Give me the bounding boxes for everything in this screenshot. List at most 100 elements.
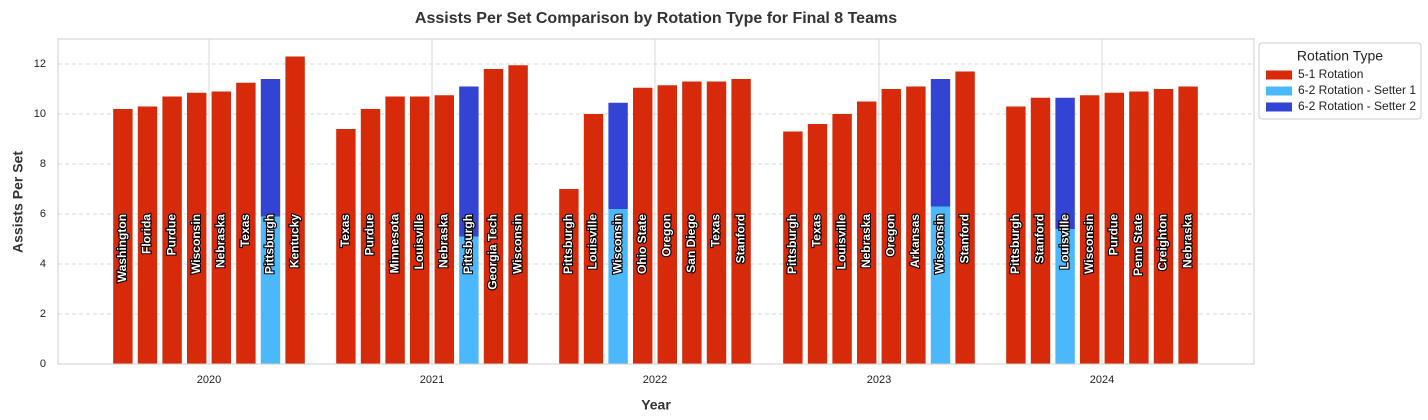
y-tick-label: 12 (34, 58, 46, 70)
bar-5-1 (906, 86, 926, 364)
bar-team-label: Wisconsin (189, 214, 203, 274)
x-tick-label: 2023 (867, 374, 891, 386)
bar-5-1 (807, 124, 828, 364)
bar-team-label: Pittsburgh (1008, 214, 1022, 274)
bar-team-label: Creighton (1156, 214, 1170, 271)
bar-setter-2 (930, 79, 951, 207)
bar-team-label: Nebraska (1180, 214, 1194, 268)
bar-setter-2 (1055, 97, 1075, 229)
y-tick-label: 8 (40, 158, 46, 170)
legend-swatch (1266, 70, 1292, 80)
bar-team-label: Texas (810, 214, 824, 247)
bar-team-label: Stanford (733, 214, 747, 263)
bar-5-1 (706, 81, 727, 364)
bar-team-label: Stanford (957, 214, 971, 263)
bar-5-1 (633, 87, 653, 364)
bar-team-label: Purdue (363, 214, 377, 256)
bar-5-1 (1006, 106, 1026, 364)
y-tick-label: 0 (40, 358, 46, 370)
bar-team-label: Wisconsin (1082, 214, 1096, 274)
bar-setter-2 (608, 102, 628, 209)
bar-5-1 (1080, 95, 1100, 364)
bar-setter-2 (260, 79, 281, 217)
bar-team-label: Florida (140, 214, 154, 254)
bar-team-label: Louisville (586, 214, 600, 270)
bar-5-1 (583, 114, 604, 364)
bar-team-label: Penn State (1131, 214, 1145, 276)
legend-entry-label: 6-2 Rotation - Setter 2 (1298, 99, 1416, 113)
bar-5-1 (137, 106, 158, 364)
bar-5-1 (1178, 86, 1198, 364)
bar-5-1 (1030, 97, 1051, 364)
x-axis-label: Year (641, 397, 671, 413)
x-tick-label: 2022 (643, 374, 667, 386)
legend-entry-label: 5-1 Rotation (1298, 67, 1363, 81)
bar-setter-1 (1055, 229, 1075, 364)
bar-team-label: Purdue (164, 214, 178, 256)
bar-team-label: Ohio State (635, 214, 649, 274)
bar-5-1 (559, 189, 579, 364)
bar-team-label: Pittsburgh (461, 214, 475, 274)
bar-5-1 (1129, 91, 1149, 364)
y-tick-label: 2 (40, 308, 46, 320)
bar-team-label: Georgia Tech (486, 214, 500, 290)
legend-swatch (1266, 102, 1292, 112)
bar-team-label: Nebraska (436, 214, 450, 268)
bar-5-1 (113, 109, 133, 364)
legend: Rotation Type 5-1 Rotation 6-2 Rotation - … (1258, 42, 1422, 120)
bar-5-1 (434, 95, 454, 364)
chart-title: Assists Per Set Comparison by Rotation T… (415, 10, 897, 27)
bar-5-1 (832, 114, 852, 364)
plot-frame (57, 38, 1255, 365)
bar-team-label: Oregon (659, 214, 673, 257)
legend-swatch (1266, 86, 1292, 96)
bar-team-label: Kentucky (287, 214, 301, 268)
bar-team-label: Texas (338, 214, 352, 247)
bar-team-label: Arkansas (908, 214, 922, 268)
bar-5-1 (783, 131, 803, 364)
bar-team-label: Stanford (1033, 214, 1047, 263)
y-tick-label: 10 (34, 108, 46, 120)
y-axis-label: Assists Per Set (10, 151, 26, 253)
bar-team-label: Minnesota (387, 214, 401, 274)
bar-setter-1 (608, 209, 628, 364)
bar-team-label: Texas (238, 214, 252, 247)
bar-setter-1 (930, 206, 951, 364)
bar-team-label: Texas (709, 214, 723, 247)
x-tick-label: 2020 (197, 374, 221, 386)
bar-5-1 (731, 79, 751, 364)
bar-team-label: San Diego (684, 214, 698, 273)
bar-5-1 (385, 96, 405, 364)
bar-team-label: Louisville (412, 214, 426, 270)
legend-entry-label: 6-2 Rotation - Setter 1 (1298, 83, 1416, 97)
bar-team-label: Pittsburgh (561, 214, 575, 274)
y-tick-label: 6 (40, 208, 46, 220)
bar-5-1 (336, 129, 356, 364)
bar-team-label: Wisconsin (610, 214, 624, 274)
y-tick-label: 4 (40, 258, 46, 270)
x-tick-label: 2024 (1090, 374, 1114, 386)
bar-setter-1 (459, 236, 479, 364)
bar-team-label: Pittsburgh (785, 214, 799, 274)
bar-5-1 (1153, 89, 1174, 364)
bar-5-1 (187, 92, 207, 364)
plot-area: 0 2 4 6 8 10 12 Washington Florida Purdue Wisconsi… (34, 38, 1255, 386)
bar-setter-1 (260, 216, 281, 364)
bar-team-label: Purdue (1106, 214, 1120, 256)
bar-5-1 (508, 65, 528, 364)
bar-5-1 (360, 109, 381, 364)
bar-5-1 (682, 81, 702, 364)
bar-team-label: Washington (115, 214, 129, 282)
bar-5-1 (955, 71, 975, 364)
bar-5-1 (285, 56, 305, 364)
bar-team-label: Louisville (1057, 214, 1071, 270)
bar-5-1 (236, 82, 256, 364)
bar-team-label: Nebraska (213, 214, 227, 268)
bar-5-1 (881, 89, 901, 364)
x-tick-label: 2021 (420, 374, 444, 386)
bar-5-1 (162, 96, 182, 364)
legend-box (1258, 42, 1422, 120)
bar-team-label: Wisconsin (933, 214, 947, 274)
legend-title: Rotation Type (1297, 48, 1383, 64)
